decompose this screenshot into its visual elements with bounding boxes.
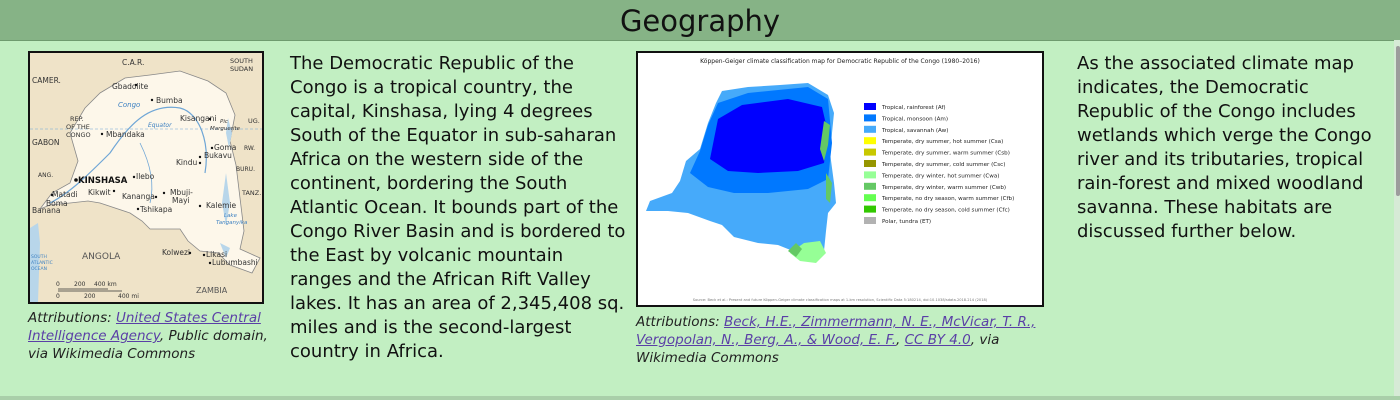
map1-label-boma: Boma xyxy=(46,199,68,208)
map1-city-markers xyxy=(50,83,214,265)
map1-label-tanz: TANZ. xyxy=(241,189,261,197)
legend-label: Temperate, dry winter, warm summer (Cwb) xyxy=(881,185,1006,191)
map2-attribution-authors-link[interactable]: Beck, H.E., Zimmermann, N. E., McVicar, … xyxy=(636,314,1036,348)
map2-attribution-suffix: , via Wikimedia Commons xyxy=(636,332,1000,366)
climate-map-title: Köppen-Geiger climate classification map… xyxy=(700,58,980,65)
page-title: Geography xyxy=(619,4,781,38)
map1-label-ang: ANG. xyxy=(38,172,53,179)
map1-label-gbadolite: Gbadolite xyxy=(112,82,149,91)
map1-attribution-prefix: Attributions: xyxy=(28,310,116,326)
map1-label-tshikapa: Tshikapa xyxy=(139,205,172,214)
map1-label-car: C.A.R. xyxy=(122,58,144,67)
map1-scale-km-2: 400 km xyxy=(94,281,117,288)
map1-label-equator: Equator xyxy=(148,122,172,129)
map1-label-bumba: Bumba xyxy=(156,96,183,105)
legend-label: Tropical, monsoon (Am) xyxy=(881,116,948,122)
legend-label: Temperate, no dry season, warm summer (C… xyxy=(881,196,1014,202)
climate-map-svg: Köppen-Geiger climate classification map… xyxy=(638,53,1042,305)
legend-label: Tropical, rainforest (Af) xyxy=(881,105,946,111)
map1-label-lake: Lake xyxy=(224,213,238,219)
map1-attribution: Attributions: United States Central Inte… xyxy=(28,309,278,363)
section-divider xyxy=(0,396,1400,400)
map2-attribution-license-link[interactable]: CC BY 4.0 xyxy=(904,332,971,348)
map1-scale-bar: 0 200 400 km 0 200 400 mi xyxy=(56,281,139,300)
map1-label-zambia: ZAMBIA xyxy=(196,286,228,295)
map1-label-kalemie: Kalemie xyxy=(206,201,236,210)
page-header: Geography xyxy=(0,0,1400,41)
scrollbar-thumb[interactable] xyxy=(1396,46,1400,196)
map2-attribution-separator: , xyxy=(896,332,905,348)
climate-map-image[interactable]: Köppen-Geiger climate classification map… xyxy=(636,51,1044,307)
climate-legend: Tropical, rainforest (Af) Tropical, monso… xyxy=(864,103,1014,225)
legend-swatch xyxy=(864,125,876,133)
legend-swatch xyxy=(864,217,876,224)
congo-map-image[interactable]: C.A.R. SOUTH SUDAN CAMER. Gbadolite Bumb… xyxy=(28,51,264,304)
map1-label-pic: Pic xyxy=(220,119,228,125)
legend-label: Polar, tundra (ET) xyxy=(882,219,931,225)
legend-label: Temperate, dry summer, hot summer (Csa) xyxy=(881,139,1003,145)
map1-scale-mi-2: 400 mi xyxy=(118,293,139,300)
legend-swatch xyxy=(864,194,876,202)
legend-label: Temperate, dry summer, warm summer (Csb) xyxy=(881,151,1010,157)
map1-label-cameroon: CAMER. xyxy=(32,76,61,85)
congo-map-svg: C.A.R. SOUTH SUDAN CAMER. Gbadolite Bumb… xyxy=(30,53,262,302)
map1-label-ug: UG. xyxy=(248,117,260,125)
map1-label-banana: Banana xyxy=(32,206,60,215)
map1-label-buru: BURU. xyxy=(236,166,255,173)
climate-map-source: Source: Beck et al.: Present and future … xyxy=(693,298,988,302)
map1-label-rw: RW. xyxy=(244,145,255,152)
map1-label-kikwit: Kikwit xyxy=(88,188,111,197)
geography-paragraph-2: As the associated climate map indicates,… xyxy=(1077,53,1372,242)
map1-label-south-sudan-2: SUDAN xyxy=(230,65,253,73)
map1-label-goma: Goma xyxy=(214,143,236,152)
map1-label-kinshasa: KINSHASA xyxy=(78,176,128,186)
legend-label: Temperate, no dry season, cold summer (C… xyxy=(881,208,1010,214)
map1-label-mbuji-2: Mayi xyxy=(172,196,190,205)
map1-label-kisangani: Kisangani xyxy=(180,114,216,123)
geography-paragraph-1: The Democratic Republic of the Congo is … xyxy=(290,53,626,362)
map1-label-kolwezi: Kolwezi xyxy=(162,248,190,257)
map1-label-south-atlantic: SOUTH xyxy=(31,254,47,260)
map1-label-rep-2: OF THE xyxy=(66,123,90,131)
legend-swatch xyxy=(864,171,876,179)
page-scrollbar[interactable] xyxy=(1394,40,1400,400)
map1-label-rep-3: CONGO xyxy=(66,131,91,139)
map1-scale-mi-0: 0 xyxy=(56,293,60,300)
map1-label-gabon: GABON xyxy=(32,138,59,147)
legend-swatch xyxy=(864,103,876,110)
map1-label-kindu: Kindu xyxy=(176,158,198,167)
map1-label-south-atlantic-2: ATLANTIC xyxy=(31,260,53,266)
legend-label: Temperate, dry winter, hot summer (Cwa) xyxy=(881,173,999,179)
map1-label-kananga: Kananga xyxy=(122,192,155,201)
legend-swatch xyxy=(864,137,876,145)
map1-label-bukavu: Bukavu xyxy=(204,151,232,160)
map2-attribution: Attributions: Beck, H.E., Zimmermann, N.… xyxy=(636,313,1056,367)
map1-label-south-atlantic-3: OCEAN xyxy=(31,266,47,272)
legend-label: Tropical, savannah (Aw) xyxy=(881,128,948,134)
legend-swatch xyxy=(864,182,876,190)
map2-attribution-prefix: Attributions: xyxy=(636,314,724,330)
map1-label-mbuji: Mbuji- xyxy=(170,188,193,197)
legend-swatch xyxy=(864,148,876,156)
map1-label-marguerite: Marguerite xyxy=(210,126,241,132)
legend-label: Temperate, dry summer, cold summer (Csc) xyxy=(881,162,1005,168)
map1-label-congo-river: Congo xyxy=(118,101,140,109)
map1-label-mbandaka: Mbandaka xyxy=(106,130,145,139)
map1-label-likasi: Likasi xyxy=(206,250,227,259)
map1-scale-mi-1: 200 xyxy=(84,293,96,300)
map1-attribution-suffix: , Public domain, via Wikimedia Commons xyxy=(28,328,268,362)
legend-swatch xyxy=(864,114,876,122)
map1-attribution-link[interactable]: United States Central Intelligence Agenc… xyxy=(28,310,261,344)
map1-label-lake-2: Tanganyika xyxy=(216,220,248,226)
map1-label-rep: REP. xyxy=(70,115,84,123)
map1-scale-km-1: 200 xyxy=(74,281,86,288)
map1-label-lubumbashi: Lubumbashi xyxy=(212,258,258,267)
map1-scale-km-0: 0 xyxy=(56,281,60,288)
map1-label-angola: ANGOLA xyxy=(82,252,121,262)
legend-swatch xyxy=(864,160,876,167)
map1-label-ilebo: Ilebo xyxy=(136,172,155,181)
map1-label-south-sudan: SOUTH xyxy=(230,57,253,65)
legend-swatch xyxy=(864,205,876,213)
map1-label-matadi: Matadi xyxy=(52,190,77,199)
